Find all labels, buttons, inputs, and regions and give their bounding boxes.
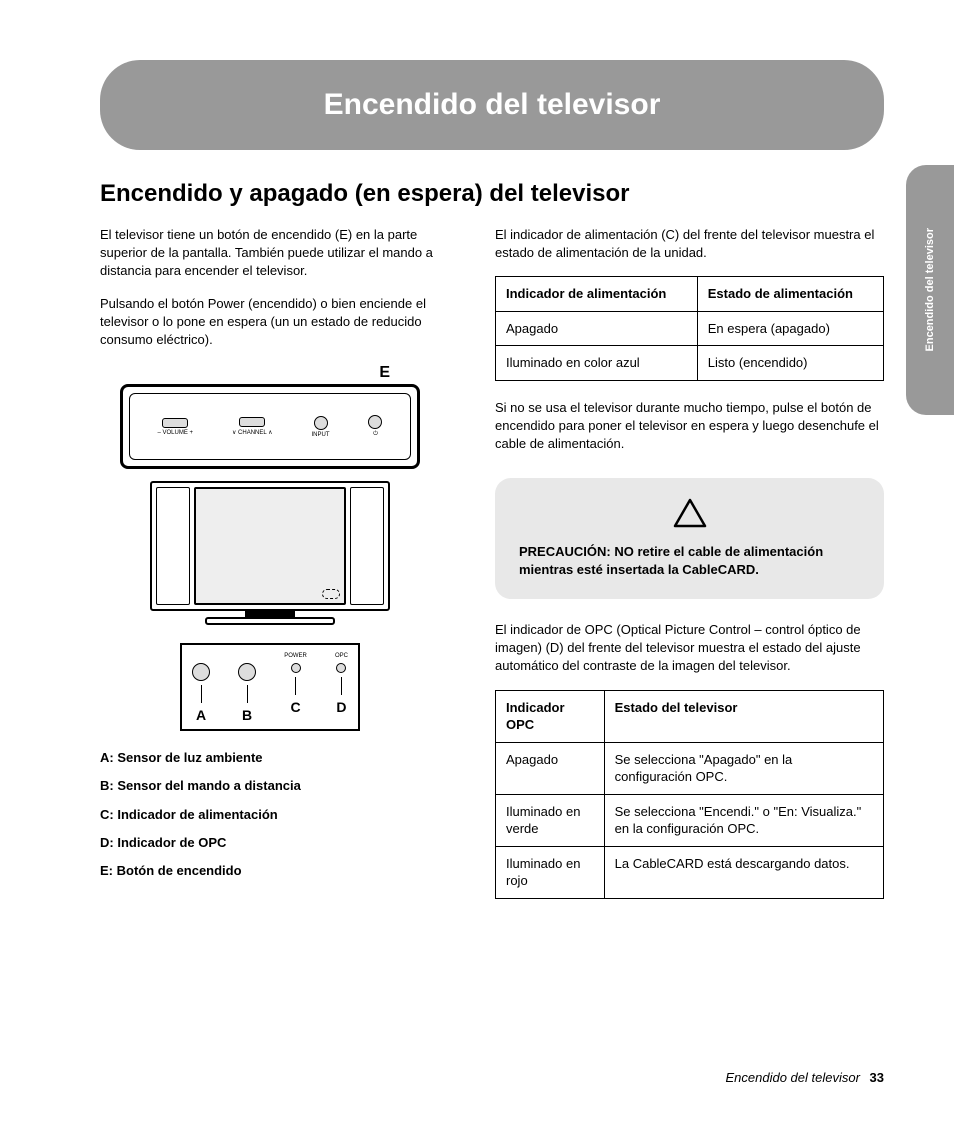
legend-a: A: Sensor de luz ambiente [100,749,465,767]
table-row: Iluminado en color azul Listo (encendido… [496,346,884,381]
legend-b: B: Sensor del mando a distancia [100,777,465,795]
t1-h1: Indicador de alimentación [496,277,698,312]
e-label: E [120,364,420,382]
power-indicator-table: Indicador de alimentación Estado de alim… [495,276,884,381]
channel-button: ∨ CHANNEL ∧ [232,417,273,436]
right-column: El indicador de alimentación (C) del fre… [495,226,884,917]
legend-e: E: Botón de encendido [100,862,465,880]
right-p3: El indicador de OPC (Optical Picture Con… [495,621,884,676]
legend: A: Sensor de luz ambiente B: Sensor del … [100,749,465,880]
sensor-a: A [192,653,210,723]
title-banner: Encendido del televisor [100,60,884,150]
page-number: 33 [870,1070,884,1085]
right-speaker [350,487,384,605]
volume-button: – VOLUME + [157,418,193,436]
legend-c: C: Indicador de alimentación [100,806,465,824]
side-tab-label: Encendido del televisor [924,228,936,351]
section-heading: Encendido y apagado (en espera) del tele… [100,180,884,208]
opc-indicator-table: Indicador OPC Estado del televisor Apaga… [495,690,884,899]
tv-screen [194,487,346,605]
sensor-c: POWER C [284,653,307,715]
front-indicators [322,589,340,599]
legend-d: D: Indicador de OPC [100,834,465,852]
left-p1: El televisor tiene un botón de encendido… [100,226,465,281]
left-column: El televisor tiene un botón de encendido… [100,226,465,917]
page-footer: Encendido del televisor 33 [725,1070,884,1085]
table-row: Iluminado en verde Se selecciona "Encend… [496,794,884,846]
sensor-d: OPC D [335,653,348,715]
warning-icon [519,498,860,533]
front-sensor-panel: A B POWER C [180,643,360,731]
sensor-b: B [238,653,256,723]
top-button-panel: – VOLUME + ∨ CHANNEL ∧ INPUT ⏻ [120,384,420,469]
caution-box: PRECAUCIÓN: NO retire el cable de alimen… [495,478,884,599]
table-row: Apagado Se selecciona "Apagado" en la co… [496,742,884,794]
caution-text: PRECAUCIÓN: NO retire el cable de alimen… [519,543,860,579]
power-button: ⏻ [368,415,382,438]
t2-h2: Estado del televisor [604,690,883,742]
t2-h1: Indicador OPC [496,690,605,742]
tv-illustration [150,481,390,625]
table-row: Apagado En espera (apagado) [496,311,884,346]
tv-diagram: E – VOLUME + ∨ CHANNEL ∧ INP [100,364,465,731]
table-row: Iluminado en rojo La CableCARD está desc… [496,846,884,898]
left-speaker [156,487,190,605]
footer-title: Encendido del televisor [725,1070,859,1085]
content-columns: El televisor tiene un botón de encendido… [100,226,884,917]
side-tab: Encendido del televisor [906,165,954,415]
right-p1: El indicador de alimentación (C) del fre… [495,226,884,262]
right-p2: Si no se usa el televisor durante mucho … [495,399,884,454]
input-button: INPUT [312,416,330,438]
banner-title: Encendido del televisor [324,88,661,122]
left-p2: Pulsando el botón Power (encendido) o bi… [100,295,465,350]
t1-h2: Estado de alimentación [697,277,883,312]
